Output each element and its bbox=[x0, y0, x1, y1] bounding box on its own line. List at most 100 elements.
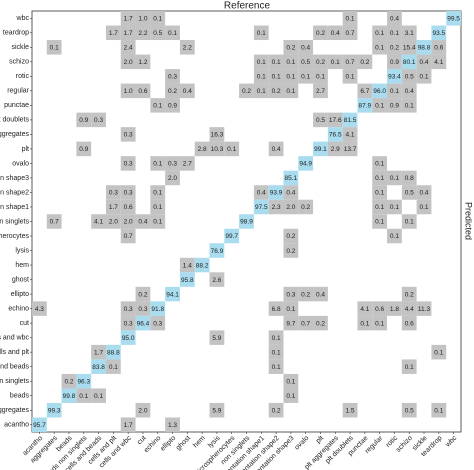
heatmap-cell bbox=[416, 301, 432, 316]
heatmap-cell bbox=[165, 417, 180, 432]
cell-label: 5.9 bbox=[212, 335, 221, 342]
heatmap-cell bbox=[91, 344, 106, 360]
heatmap-cell bbox=[313, 54, 328, 70]
cell-label: 0.2 bbox=[301, 291, 310, 298]
heatmap-cell bbox=[327, 141, 343, 157]
heatmap-cell bbox=[268, 301, 284, 316]
cell-label: 93.9 bbox=[270, 190, 283, 197]
cell-label: 0.4 bbox=[316, 291, 325, 298]
cell-label: 6.8 bbox=[272, 306, 281, 313]
heatmap-cell bbox=[387, 11, 402, 26]
cell-label: 0.1 bbox=[375, 30, 384, 37]
heatmap-cell bbox=[431, 344, 447, 360]
heatmap-cell bbox=[239, 214, 254, 229]
cell-label: 88.2 bbox=[196, 262, 209, 269]
heatmap-cell bbox=[268, 330, 284, 345]
heatmap-cell bbox=[416, 185, 432, 200]
y-tick-label: lysis bbox=[15, 247, 29, 254]
cell-label: 0.1 bbox=[419, 74, 428, 81]
heatmap-cell bbox=[253, 54, 269, 70]
y-tick-label: cells and wbc bbox=[0, 334, 29, 341]
heatmap-cell bbox=[357, 315, 373, 331]
cell-label: 0.3 bbox=[286, 291, 295, 298]
cell-label: 2.0 bbox=[168, 175, 177, 182]
heatmap-cell bbox=[401, 315, 417, 331]
heatmap-cell bbox=[313, 141, 328, 157]
cell-label: 0.3 bbox=[138, 306, 147, 313]
heatmap-cell bbox=[387, 69, 402, 84]
heatmap-cell bbox=[342, 112, 358, 128]
heatmap-cell bbox=[401, 83, 417, 99]
y-tick-label: wbc bbox=[16, 15, 30, 22]
cell-label: 0.1 bbox=[390, 88, 399, 95]
cell-label: 0.1 bbox=[390, 30, 399, 37]
cell-label: 0.1 bbox=[50, 45, 59, 52]
cell-label: 0.1 bbox=[286, 74, 295, 81]
cell-label: 1.7 bbox=[94, 349, 103, 356]
y-tick-label: cells and plt bbox=[0, 349, 29, 356]
heatmap-cell bbox=[135, 286, 151, 302]
cell-label: 0.1 bbox=[419, 204, 428, 211]
heatmap-cell bbox=[179, 272, 195, 287]
y-tick-label: schizo bbox=[9, 59, 29, 66]
cell-label: 99.1 bbox=[314, 146, 327, 153]
heatmap-cell bbox=[283, 40, 299, 55]
cell-label: 0.7 bbox=[346, 30, 355, 37]
y-tick-label: aggregates bbox=[0, 407, 29, 414]
cell-label: 0.1 bbox=[257, 74, 266, 81]
cell-label: 94.1 bbox=[166, 291, 179, 298]
heatmap-cell bbox=[268, 344, 284, 360]
heatmap-cell bbox=[150, 301, 166, 316]
heatmap-cell bbox=[120, 228, 136, 244]
heatmap-cell bbox=[401, 301, 417, 316]
heatmap-cell bbox=[283, 69, 299, 84]
cell-label: 3.1 bbox=[405, 30, 414, 37]
heatmap-cell bbox=[150, 199, 166, 215]
cell-label: 4.1 bbox=[346, 132, 355, 139]
heatmap-cell bbox=[431, 402, 447, 418]
heatmap-cell bbox=[120, 40, 136, 55]
cell-label: 1.7 bbox=[109, 204, 118, 211]
heatmap-cell bbox=[372, 83, 388, 99]
cell-label: 1.5 bbox=[346, 407, 355, 414]
y-tick-label: teardrop bbox=[3, 30, 29, 37]
cell-label: 0.3 bbox=[124, 320, 133, 327]
heatmap-cell bbox=[283, 228, 299, 244]
heatmap-cell bbox=[76, 388, 92, 403]
heatmap-cell bbox=[342, 127, 358, 142]
cell-label: 0.1 bbox=[375, 320, 384, 327]
cell-label: 2.7 bbox=[183, 161, 192, 168]
cell-label: 0.1 bbox=[272, 335, 281, 342]
heatmap-cell bbox=[46, 214, 62, 229]
x-tick-label: cut bbox=[136, 435, 148, 447]
heatmap-cell bbox=[372, 98, 388, 113]
cell-label: 0.1 bbox=[272, 364, 281, 371]
heatmap-cell bbox=[253, 25, 269, 41]
heatmap-cell bbox=[283, 243, 299, 258]
heatmap-cell bbox=[342, 25, 358, 41]
heatmap-cell bbox=[401, 25, 417, 41]
cell-label: 0.6 bbox=[375, 306, 384, 313]
heatmap-cell bbox=[387, 98, 402, 113]
cell-label: 0.3 bbox=[124, 161, 133, 168]
cell-label: 0.7 bbox=[346, 59, 355, 66]
heatmap-cell bbox=[268, 83, 284, 99]
cell-label: 0.2 bbox=[168, 88, 177, 95]
cell-label: 15.4 bbox=[403, 45, 416, 52]
cell-label: 16.3 bbox=[211, 132, 224, 139]
heatmap-cell bbox=[76, 373, 92, 389]
heatmap-cell bbox=[327, 112, 343, 128]
cell-label: 0.1 bbox=[153, 190, 162, 197]
heatmap-cell bbox=[105, 214, 121, 229]
x-tick-label: plt bbox=[315, 435, 325, 445]
cell-label: 2.0 bbox=[124, 59, 133, 66]
cell-label: 0.3 bbox=[168, 161, 177, 168]
heatmap-cell bbox=[105, 25, 121, 41]
heatmap-cell bbox=[372, 214, 388, 229]
cell-label: 88.8 bbox=[107, 349, 120, 356]
heatmap-cell bbox=[268, 185, 284, 200]
heatmap-cell bbox=[135, 315, 151, 331]
y-tick-label: sickle bbox=[11, 44, 29, 51]
cell-label: 0.1 bbox=[375, 45, 384, 52]
cell-label: 4.4 bbox=[405, 306, 414, 313]
